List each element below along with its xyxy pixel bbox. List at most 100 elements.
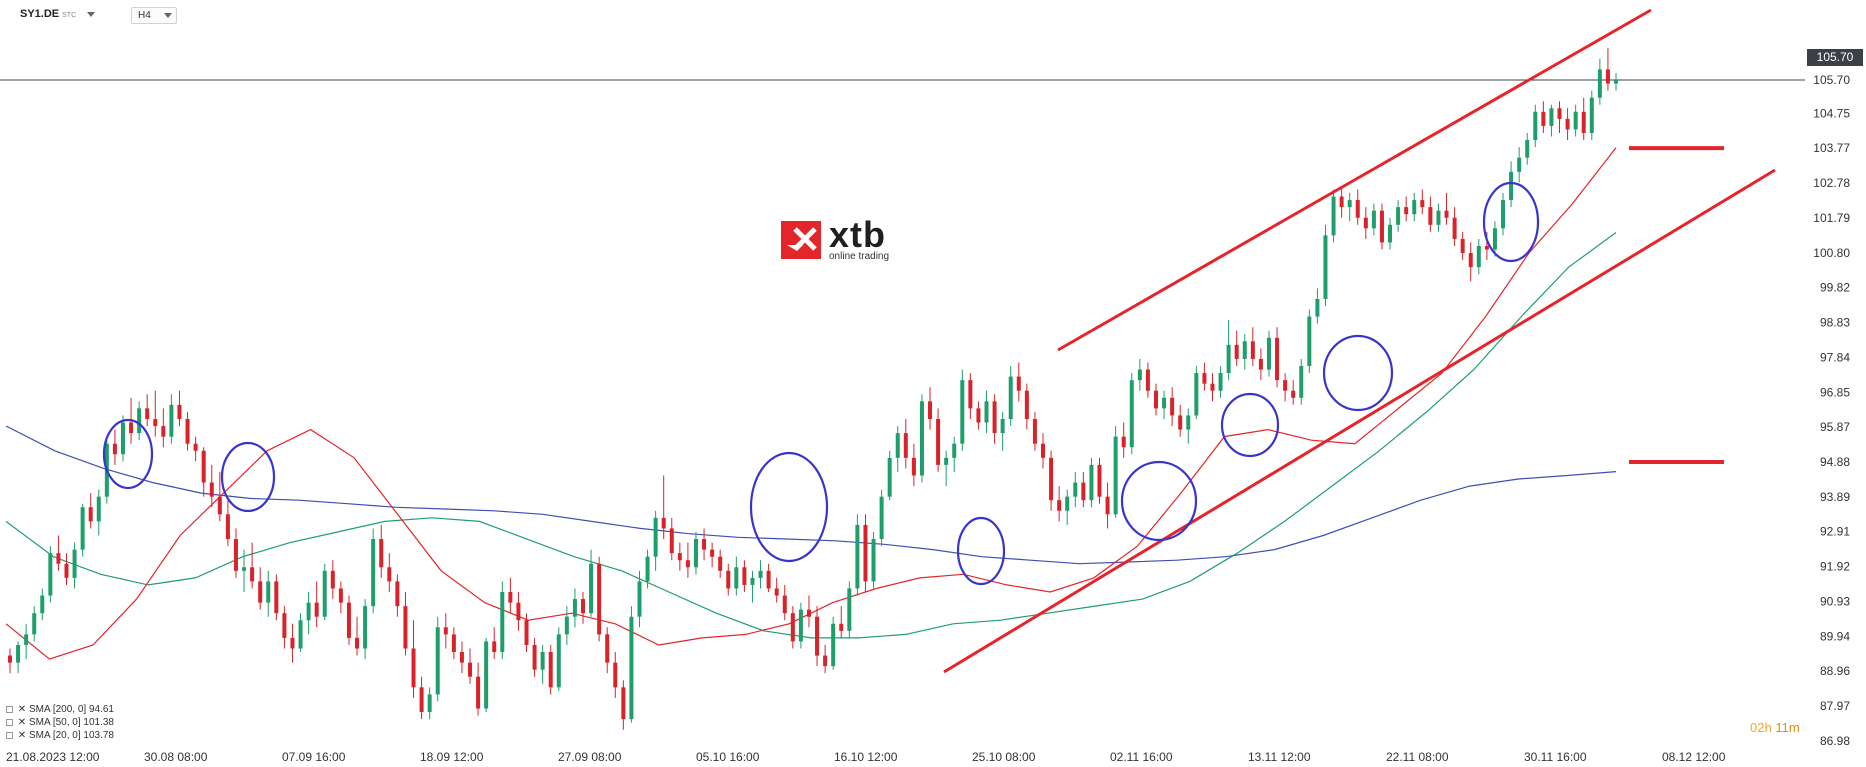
candle-body[interactable]	[661, 517, 666, 529]
candle-body[interactable]	[492, 641, 497, 653]
candle-body[interactable]	[484, 641, 489, 709]
candle-body[interactable]	[1081, 482, 1086, 501]
candle-body[interactable]	[597, 563, 602, 635]
candle-body[interactable]	[217, 496, 222, 515]
candle-body[interactable]	[1097, 464, 1102, 497]
candle-body[interactable]	[1452, 217, 1457, 239]
candle-body[interactable]	[855, 524, 860, 589]
candle-body[interactable]	[1614, 80, 1618, 84]
candle-body[interactable]	[363, 606, 368, 649]
candle-body[interactable]	[516, 602, 521, 621]
candle-body[interactable]	[758, 570, 763, 578]
candle-body[interactable]	[120, 422, 125, 455]
candle-body[interactable]	[298, 620, 303, 649]
candle-body[interactable]	[1008, 376, 1013, 419]
candle-body[interactable]	[355, 637, 360, 649]
candle-body[interactable]	[645, 556, 650, 582]
candle-body[interactable]	[443, 627, 448, 635]
candle-body[interactable]	[1162, 397, 1167, 409]
candle-body[interactable]	[88, 507, 93, 522]
candle-body[interactable]	[266, 581, 271, 603]
candle-body[interactable]	[1549, 108, 1554, 126]
legend-toggle-icon[interactable]	[6, 719, 13, 726]
candle-body[interactable]	[56, 553, 61, 564]
candle-body[interactable]	[1331, 196, 1336, 236]
candle-body[interactable]	[580, 599, 585, 614]
candle-body[interactable]	[1420, 200, 1425, 208]
candle-body[interactable]	[330, 570, 335, 589]
candle-body[interactable]	[718, 556, 723, 571]
candle-body[interactable]	[895, 433, 900, 458]
candle-body[interactable]	[556, 634, 561, 688]
candle-body[interactable]	[153, 418, 158, 427]
candle-body[interactable]	[1073, 482, 1078, 497]
candle-body[interactable]	[863, 524, 868, 582]
candle-body[interactable]	[508, 591, 513, 603]
candle-body[interactable]	[177, 404, 182, 419]
highlight-circle[interactable]	[220, 441, 276, 513]
candle-body[interactable]	[613, 662, 618, 688]
candle-body[interactable]	[572, 599, 577, 617]
candle-body[interactable]	[1266, 337, 1271, 370]
candle-body[interactable]	[637, 581, 642, 617]
candle-body[interactable]	[1444, 210, 1449, 218]
candle-body[interactable]	[1468, 253, 1473, 268]
candle-body[interactable]	[185, 418, 190, 444]
candle-body[interactable]	[693, 539, 698, 568]
candle-body[interactable]	[1347, 200, 1352, 208]
candle-body[interactable]	[1492, 228, 1497, 250]
candle-body[interactable]	[1404, 207, 1409, 215]
candle-body[interactable]	[129, 422, 134, 434]
candle-body[interactable]	[1339, 196, 1344, 208]
candle-body[interactable]	[589, 563, 594, 614]
candle-body[interactable]	[8, 655, 12, 663]
candle-body[interactable]	[16, 644, 21, 663]
candle-body[interactable]	[209, 482, 214, 497]
candle-body[interactable]	[992, 401, 997, 434]
symbol-label[interactable]: SY1.DE STC	[20, 8, 76, 20]
candle-body[interactable]	[64, 563, 69, 578]
candle-body[interactable]	[137, 408, 142, 434]
candle-body[interactable]	[459, 652, 464, 663]
candle-body[interactable]	[1202, 373, 1207, 384]
candle-body[interactable]	[1057, 500, 1062, 511]
candle-body[interactable]	[1041, 443, 1046, 458]
candle-body[interactable]	[1170, 397, 1175, 416]
candle-body[interactable]	[750, 577, 755, 585]
candle-body[interactable]	[1178, 415, 1183, 430]
candle-body[interactable]	[145, 408, 150, 419]
candle-body[interactable]	[1032, 418, 1037, 444]
candle-body[interactable]	[1129, 380, 1134, 448]
timeframe-select[interactable]: H4	[131, 7, 177, 24]
candle-body[interactable]	[371, 539, 376, 607]
candle-body[interactable]	[782, 595, 787, 614]
candle-body[interactable]	[290, 637, 295, 649]
candle-body[interactable]	[500, 591, 505, 653]
candle-body[interactable]	[1234, 344, 1239, 359]
candle-body[interactable]	[524, 620, 529, 645]
candle-body[interactable]	[1049, 457, 1054, 501]
legend-sma20[interactable]: ✕ SMA [20, 0] 103.78	[6, 730, 114, 741]
price-axis[interactable]: 105.70 104.75 103.77 102.78 101.79 100.80 99.8…	[1813, 73, 1850, 748]
candle-body[interactable]	[1533, 111, 1538, 141]
candle-body[interactable]	[1307, 316, 1312, 367]
candle-body[interactable]	[1089, 464, 1094, 501]
candle-body[interactable]	[1323, 235, 1328, 299]
candle-body[interactable]	[669, 528, 674, 554]
candle-body[interactable]	[629, 616, 634, 720]
candle-body[interactable]	[411, 648, 416, 688]
candle-body[interactable]	[1242, 341, 1247, 359]
candle-body[interactable]	[952, 443, 957, 458]
candle-body[interactable]	[976, 408, 981, 423]
legend-sma50[interactable]: ✕ SMA [50, 0] 101.38	[6, 717, 114, 728]
candle-body[interactable]	[1186, 415, 1191, 430]
candle-body[interactable]	[1363, 217, 1368, 229]
candle-body[interactable]	[815, 616, 820, 656]
trend-line-upper[interactable]	[1057, 8, 1652, 352]
candle-body[interactable]	[839, 623, 844, 631]
candle-body[interactable]	[1121, 436, 1126, 448]
symbol-dropdown-icon[interactable]	[87, 12, 95, 17]
candle-body[interactable]	[419, 687, 424, 713]
candle-body[interactable]	[32, 613, 37, 635]
candle-body[interactable]	[1541, 111, 1546, 126]
